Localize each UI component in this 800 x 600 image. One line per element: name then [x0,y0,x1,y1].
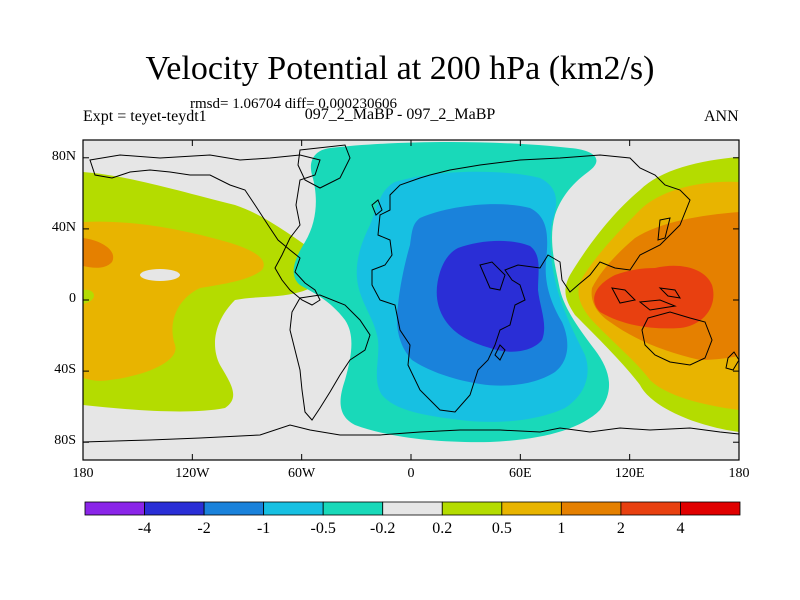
contour-0.2-hole [140,269,180,281]
colorbar-swatch [501,501,562,516]
colorbar-swatch [620,501,681,516]
x-tick-label: 60E [509,466,532,481]
contour-neg2 [436,240,545,352]
y-tick-label: 40S [54,362,76,378]
coastline-afro-eurasia [371,154,691,413]
x-tick-label: 180 [728,466,750,481]
coastline-madagascar [494,344,506,361]
coastline-south-america [289,294,371,421]
colorbar-label: 2 [616,520,625,537]
y-tick-label: 80N [51,148,76,164]
colorbar [84,501,741,516]
colorbar-swatch [322,501,384,516]
colorbar-swatch [84,501,145,516]
contour-1-west [83,238,114,268]
y-tick-label: 80S [54,433,76,449]
coastline-australia [641,311,713,366]
colorbar-swatch [680,501,741,516]
x-tick-label: 180 [72,466,94,481]
coastlines [83,144,739,443]
coastline-indonesia [611,287,682,311]
contour-field [83,142,739,443]
coastline-arabia [479,261,506,291]
colorbar-label: -0.2 [370,520,396,537]
case-label: 097_2_MaBP - 097_2_MaBP [304,106,496,123]
colorbar-swatch [560,501,622,516]
x-tick-label: 120E [614,466,645,481]
colorbar-label: 0.2 [432,520,453,537]
x-tick-label: 120W [175,466,210,481]
colorbar-label: 1 [557,520,566,537]
experiment-label: Expt = teyet-teydt1 [83,108,207,125]
colorbar-label: 0.5 [491,520,512,537]
colorbar-label: -4 [137,520,152,537]
axis-ticks [82,140,740,460]
coastline-greenland [297,144,351,189]
x-tick-label: 0 [407,466,415,481]
coastline-uk [371,199,383,216]
coastline-japan [657,217,671,241]
coastline-antarctica [83,424,739,443]
colorbar-label: -0.5 [310,520,336,537]
y-tick-label: 40N [51,219,76,235]
colorbar-swatch [144,501,205,516]
y-tick-label: 0 [69,291,76,306]
chart-title: Velocity Potential at 200 hPa (km2/s) [145,50,655,87]
colorbar-swatch [203,501,265,516]
colorbar-label: -2 [197,520,211,537]
colorbar-swatch [263,501,324,516]
coastline-north-america [89,154,321,306]
colorbar-swatch [441,501,503,516]
colorbar-label: 4 [676,520,685,537]
stats-line: rmsd= 1.06704 diff= 0.000230606 [190,96,398,112]
colorbar-label: -1 [256,520,271,537]
x-tick-label: 60W [288,466,316,481]
season-label: ANN [704,108,739,125]
contour-0.5-west [83,221,264,381]
coastline-new-zealand [725,351,739,371]
colorbar-swatch [382,501,443,516]
contour-2-east [594,265,714,329]
